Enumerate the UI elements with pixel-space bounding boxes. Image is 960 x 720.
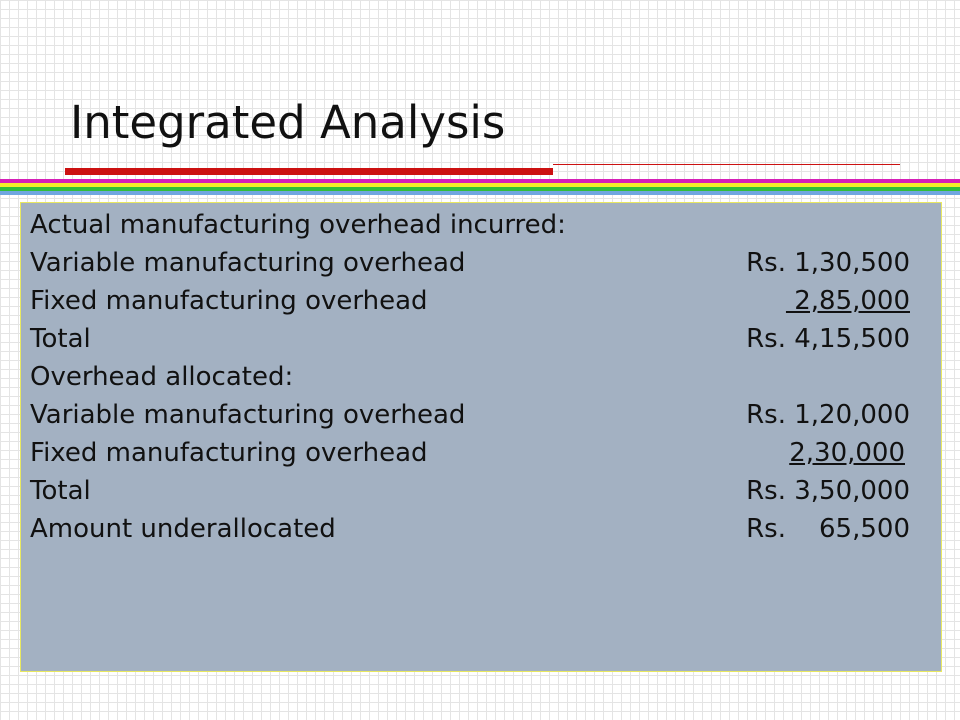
row: Variable manufacturing overhead Rs. 1,30,… (30, 248, 910, 286)
row: Fixed manufacturing overhead 2,85,000 (30, 286, 910, 324)
row-label: Fixed manufacturing overhead (30, 438, 428, 468)
row: Amount underallocated Rs. 65,500 (30, 514, 910, 552)
row-label: Overhead allocated: (30, 362, 294, 392)
title: Integrated Analysis (70, 96, 506, 149)
row-amount: Rs. 1,30,500 (746, 248, 910, 278)
row: Total Rs. 3,50,000 (30, 476, 910, 514)
row: Overhead allocated: (30, 362, 910, 400)
row-label: Actual manufacturing overhead incurred: (30, 210, 566, 240)
row-amount: Rs. 3,50,000 (746, 476, 910, 506)
stripe (0, 187, 960, 191)
stripe (0, 183, 960, 187)
row-amount: 2,30,000 (789, 438, 905, 468)
stripe (0, 191, 960, 195)
row-label: Variable manufacturing overhead (30, 248, 466, 278)
row-label: Amount underallocated (30, 514, 336, 544)
row-label: Total (30, 476, 91, 506)
row: Actual manufacturing overhead incurred: (30, 210, 910, 248)
row-amount: Rs. 4,15,500 (746, 324, 910, 354)
stripe (0, 179, 960, 183)
title-underline (65, 168, 553, 175)
row: Total Rs. 4,15,500 (30, 324, 910, 362)
row-label: Total (30, 324, 91, 354)
row: Fixed manufacturing overhead 2,30,000 (30, 438, 910, 476)
row-amount: Rs. 1,20,000 (746, 400, 910, 430)
row-amount: 2,85,000 (785, 286, 910, 316)
row: Variable manufacturing overhead Rs. 1,20,… (30, 400, 910, 438)
row-label: Fixed manufacturing overhead (30, 286, 428, 316)
content-box (20, 202, 942, 672)
title-rule (553, 164, 900, 165)
row-label: Variable manufacturing overhead (30, 400, 466, 430)
row-amount: Rs. 65,500 (746, 514, 910, 544)
